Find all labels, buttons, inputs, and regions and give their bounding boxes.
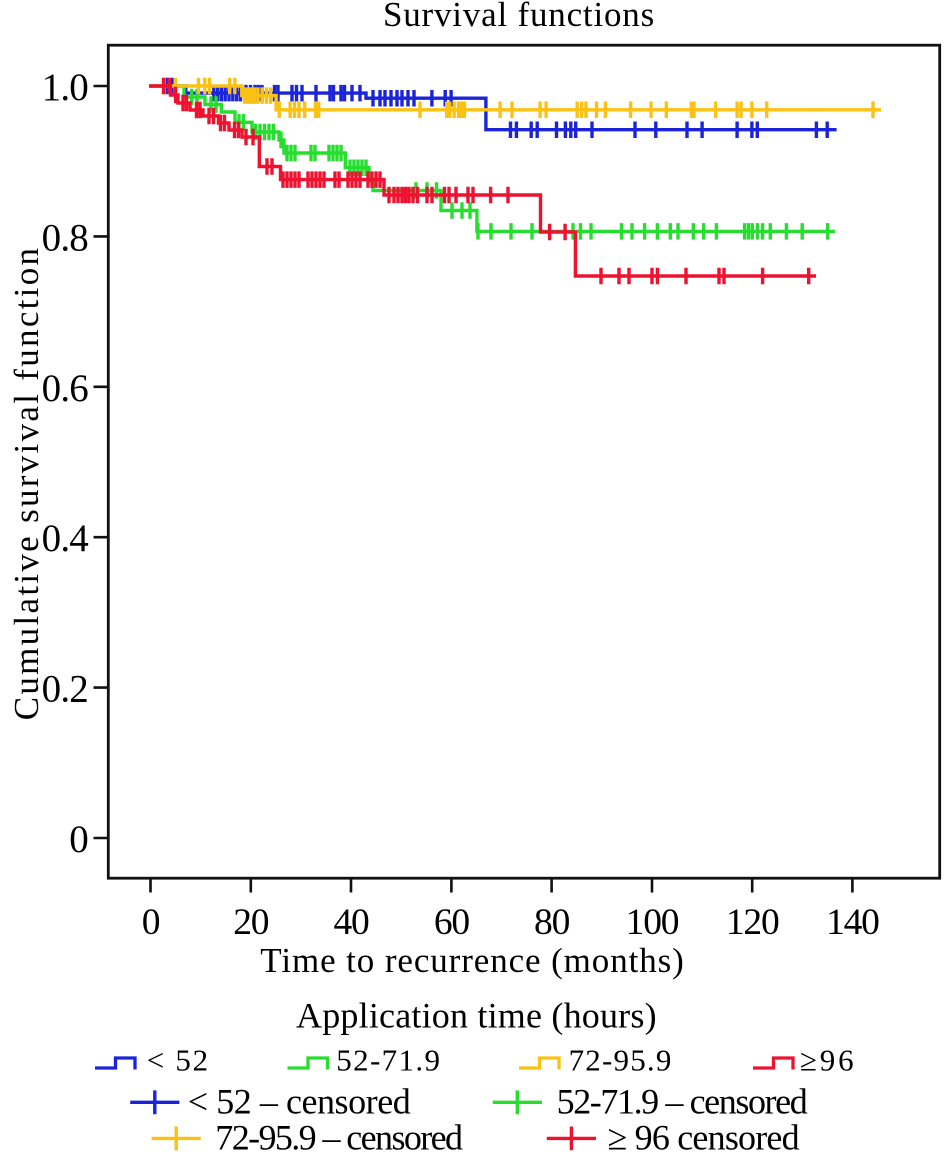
svg-text:80: 80 (534, 902, 570, 943)
svg-text:40: 40 (333, 902, 369, 943)
svg-text:Cumulative survival function: Cumulative survival function (7, 246, 46, 721)
svg-text:100: 100 (626, 902, 679, 943)
svg-text:0.6: 0.6 (42, 367, 89, 410)
svg-text:Application time (hours): Application time (hours) (296, 996, 657, 1036)
svg-text:0: 0 (142, 902, 160, 943)
svg-text:120: 120 (726, 902, 779, 943)
svg-text:60: 60 (434, 902, 470, 943)
svg-text:1.0: 1.0 (42, 66, 89, 109)
svg-text:Time to recurrence (months): Time to recurrence (months) (260, 941, 684, 980)
svg-text:0: 0 (69, 818, 88, 861)
svg-text:Survival functions: Survival functions (383, 0, 655, 34)
svg-text:52-71.9: 52-71.9 (336, 1043, 441, 1078)
svg-text:0.4: 0.4 (42, 517, 89, 560)
svg-text:72-95.9 – censored: 72-95.9 – censored (215, 1118, 463, 1152)
svg-text:≥96: ≥96 (800, 1043, 857, 1078)
svg-text:≥ 96 censored: ≥ 96 censored (608, 1118, 800, 1152)
svg-text:52-71.9 – censored: 52-71.9 – censored (557, 1082, 808, 1122)
svg-text:< 52: < 52 (147, 1043, 210, 1078)
svg-text:0.8: 0.8 (42, 216, 89, 259)
svg-text:20: 20 (233, 902, 269, 943)
svg-text:140: 140 (826, 902, 879, 943)
svg-text:72-95.9: 72-95.9 (569, 1043, 673, 1078)
svg-text:0.2: 0.2 (42, 668, 88, 711)
svg-text:< 52 – censored: < 52 – censored (188, 1082, 411, 1122)
